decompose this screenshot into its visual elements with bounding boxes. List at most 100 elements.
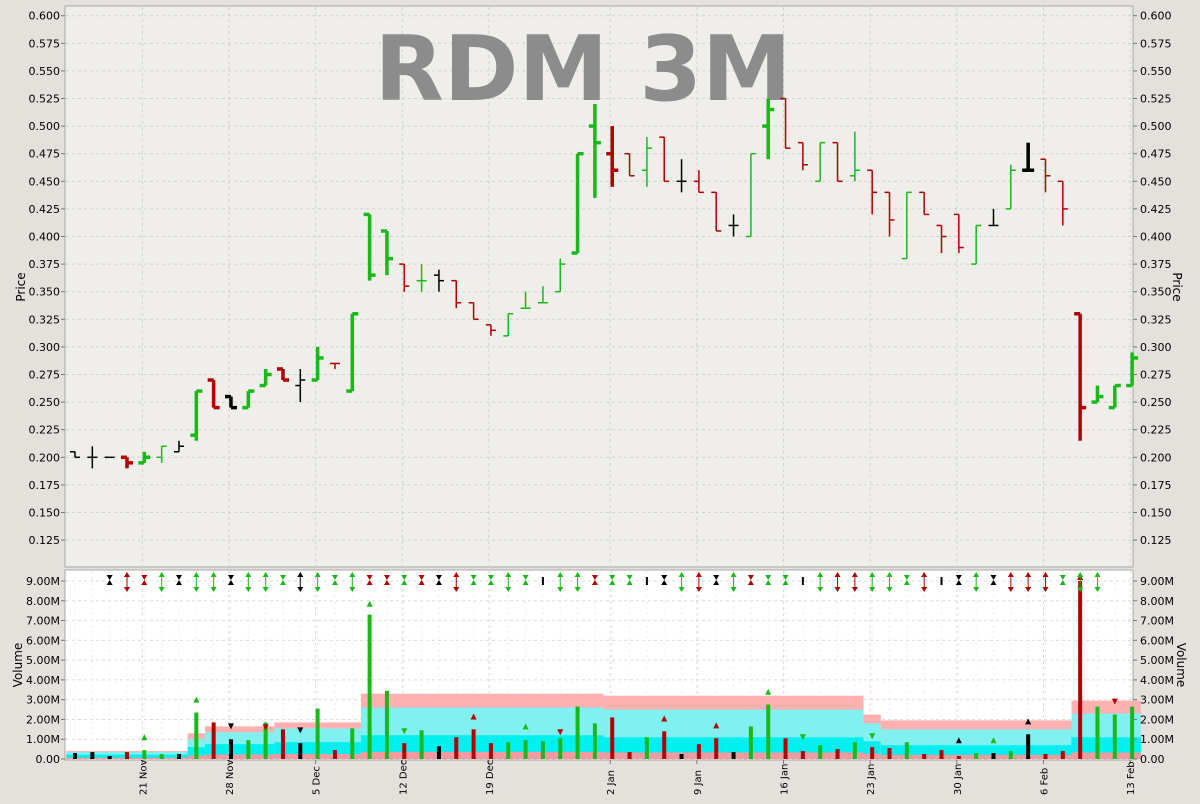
volume-marker: [401, 728, 408, 735]
price-tick-label-left: 0.575: [29, 37, 61, 50]
signal-bowtie: [626, 575, 633, 585]
volume-band-base: [360, 751, 604, 759]
volume-bar: [1043, 754, 1048, 759]
volume-marker: [799, 734, 806, 741]
volume-marker: [1111, 698, 1118, 705]
price-tick-label-left: 0.550: [29, 65, 61, 78]
volume-bar: [350, 728, 355, 759]
signal-bowtie: [661, 575, 668, 585]
volume-bar: [748, 726, 753, 759]
price-tick-label-right: 0.400: [1140, 231, 1172, 244]
volume-tick-label-left: 4.00M: [26, 674, 60, 687]
signal-arrows: [297, 572, 304, 592]
date-label: 13 Feb: [1126, 761, 1137, 795]
signal-arrows: [921, 572, 928, 592]
volume-bar: [1112, 714, 1117, 759]
volume-band-base: [1071, 752, 1141, 759]
volume-bar: [280, 729, 285, 759]
signal-bowtie: [955, 575, 962, 585]
signal-bowtie: [747, 575, 754, 585]
volume-bar: [956, 756, 961, 759]
volume-bar: [1095, 706, 1100, 759]
volume-bar: [246, 740, 251, 759]
signal-arrows: [834, 572, 841, 592]
date-label: 21 Nov: [138, 759, 149, 795]
volume-marker: [557, 729, 564, 736]
volume-bar: [523, 740, 528, 759]
volume-bar: [974, 753, 979, 759]
volume-bar: [870, 747, 875, 759]
signal-arrows: [123, 572, 130, 592]
signal-bowtie: [141, 575, 148, 585]
volume-tick-label-left: 7.00M: [26, 615, 60, 628]
date-label: 19 Dec: [485, 760, 496, 795]
price-tick-label-left: 0.325: [29, 313, 61, 326]
price-axis-label-right: Price: [1170, 272, 1184, 301]
signal-bowtie: [418, 575, 425, 585]
volume-marker: [661, 715, 668, 722]
volume-bar: [991, 753, 996, 759]
price-tick-label-left: 0.150: [29, 507, 61, 520]
volume-bar: [627, 752, 632, 759]
volume-bar: [696, 744, 701, 759]
price-axis-label-left: Price: [14, 272, 28, 301]
volume-marker: [141, 734, 148, 741]
volume-tick-label-left: 6.00M: [26, 634, 60, 647]
price-panel: [64, 5, 1134, 568]
volume-tick-label-left: 1.00M: [26, 733, 60, 746]
signal-bowtie: [1059, 575, 1066, 585]
signal-bowtie: [470, 575, 477, 585]
volume-bar: [384, 690, 389, 759]
signal-arrows: [973, 572, 980, 592]
signal-bowtie: [227, 575, 234, 585]
signal-arrows: [349, 572, 356, 592]
signal-arrows: [1077, 572, 1084, 592]
price-tick-label-left: 0.350: [29, 286, 61, 299]
price-tick-label-right: 0.525: [1140, 93, 1172, 106]
volume-bar: [194, 712, 199, 759]
volume-band-base: [204, 754, 275, 759]
volume-bar: [592, 723, 597, 759]
volume-bar: [1026, 734, 1031, 759]
volume-tick-label-left: 8.00M: [26, 595, 60, 608]
volume-bar: [887, 748, 892, 759]
signal-arrows: [262, 572, 269, 592]
volume-tick-label-right: 8.00M: [1140, 595, 1174, 608]
volume-tick-label-right: 2.00M: [1140, 713, 1174, 726]
date-label: 2 Jan: [606, 770, 617, 795]
price-tick-label-right: 0.325: [1140, 313, 1172, 326]
volume-marker: [262, 724, 269, 731]
volume-bar: [800, 751, 805, 759]
volume-bar: [644, 737, 649, 759]
price-tick-label-right: 0.450: [1140, 175, 1172, 188]
price-tick-label-left: 0.300: [29, 341, 61, 354]
volume-bar: [107, 756, 112, 759]
volume-bar: [852, 742, 857, 759]
date-label: 6 Feb: [1039, 768, 1050, 795]
signal-arrows: [158, 572, 165, 592]
volume-bar: [90, 752, 95, 759]
chart-title: RDM 3M: [374, 17, 791, 122]
volume-bar: [766, 704, 771, 759]
volume-marker: [713, 722, 720, 729]
volume-bar: [540, 741, 545, 759]
volume-tick-label-left: 3.00M: [26, 694, 60, 707]
volume-bar: [575, 706, 580, 759]
signal-bowtie: [487, 575, 494, 585]
signal-arrows: [453, 572, 460, 592]
signal-arrows: [678, 572, 685, 592]
price-tick-label-left: 0.175: [29, 479, 61, 492]
date-label: 5 Dec: [312, 766, 323, 795]
signal-arrows: [1025, 572, 1032, 592]
signal-bowtie: [990, 575, 997, 585]
volume-axis-label-right: Volume: [1174, 643, 1188, 688]
volume-bar: [662, 731, 667, 759]
price-tick-label-right: 0.600: [1140, 10, 1172, 23]
price-tick-label-right: 0.350: [1140, 286, 1172, 299]
date-label: 16 Jan: [780, 764, 791, 795]
volume-bar: [1008, 751, 1013, 759]
signal-bowtie: [106, 575, 113, 585]
volume-tick-label-left: 0.00: [36, 753, 61, 766]
volume-bar: [142, 750, 147, 759]
ohlc-bars: [70, 97, 1139, 469]
